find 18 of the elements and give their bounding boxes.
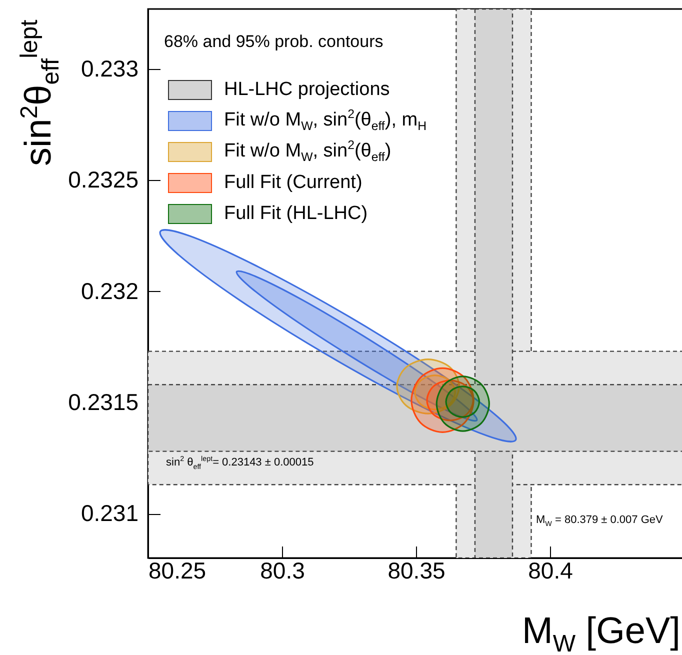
legend-label: Full Fit (Current)	[224, 172, 362, 194]
y-tick-label: 0.233	[80, 56, 138, 82]
annotation: M$_{W}$ = 80.379 ± 0.007 GeV	[536, 514, 663, 528]
legend-label: Fit w/o M$_{W}$, sin$^{2}$(θ$_{eff}$), m$_{H}$	[224, 107, 427, 134]
annotation: HL-LHC projections	[224, 78, 390, 100]
y-tick-label: 0.231	[80, 500, 138, 526]
annotation: sin$^{2}$ θ$_{eff}$$^{lept}$= 0.23143 ± 0.00015	[166, 455, 314, 471]
y-tick-label: 0.2325	[68, 166, 138, 193]
x-axis-title: M$_{W}$ [GeV]	[522, 610, 680, 655]
x-tick-label: 80.3	[260, 558, 305, 584]
legend-label: Fit w/o M$_{W}$, sin$^{2}$(θ$_{eff}$)	[224, 138, 392, 165]
y-tick-label: 0.2315	[68, 388, 138, 415]
x-tick-label: 80.35	[388, 558, 446, 584]
y-tick-label: 0.232	[80, 278, 138, 304]
legend-label: Full Fit (HL-LHC)	[224, 202, 368, 224]
annotation: 68% and 95% prob. contours	[164, 32, 384, 51]
x-tick-label: 80.25	[148, 558, 206, 584]
x-tick-label: 80.4	[528, 558, 574, 584]
